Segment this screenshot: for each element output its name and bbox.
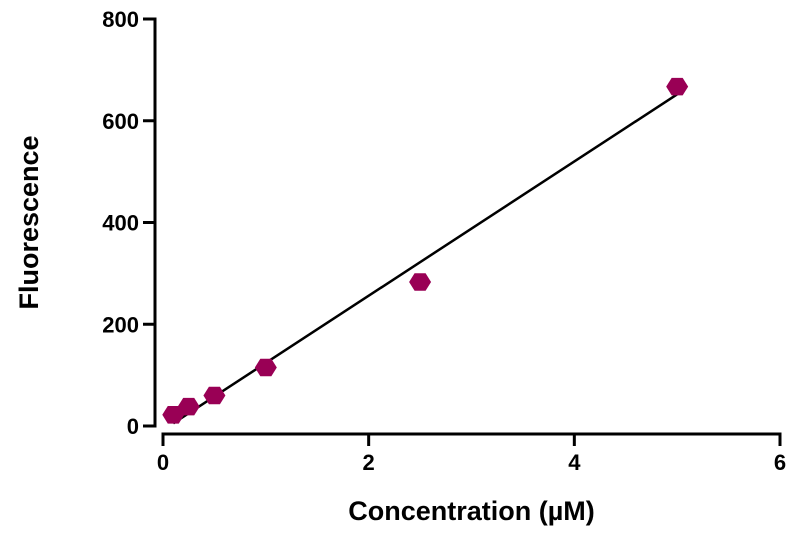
y-tick-label: 800	[102, 7, 139, 32]
x-tick-label: 6	[774, 450, 786, 475]
data-point	[203, 386, 226, 405]
y-tick-label: 400	[102, 211, 139, 236]
y-tick-label: 600	[102, 109, 139, 134]
y-axis-title: Fluorescence	[14, 135, 44, 309]
x-axis-ticks: 0 2 4 6	[157, 434, 786, 475]
data-point	[666, 77, 689, 96]
y-axis-ticks: 0 200 400 600 800	[102, 7, 155, 439]
x-tick-label: 0	[157, 450, 169, 475]
y-tick-label: 0	[127, 414, 139, 439]
x-tick-label: 4	[568, 450, 581, 475]
x-axis-title: Concentration (µM)	[348, 496, 595, 526]
data-point	[162, 406, 185, 424]
linear-fit-line	[172, 93, 678, 425]
data-points	[162, 77, 689, 424]
x-tick-label: 2	[363, 450, 375, 475]
data-point	[177, 397, 200, 416]
data-point	[409, 273, 432, 291]
data-point	[254, 358, 277, 377]
axes	[153, 17, 782, 436]
y-tick-label: 200	[102, 312, 139, 337]
